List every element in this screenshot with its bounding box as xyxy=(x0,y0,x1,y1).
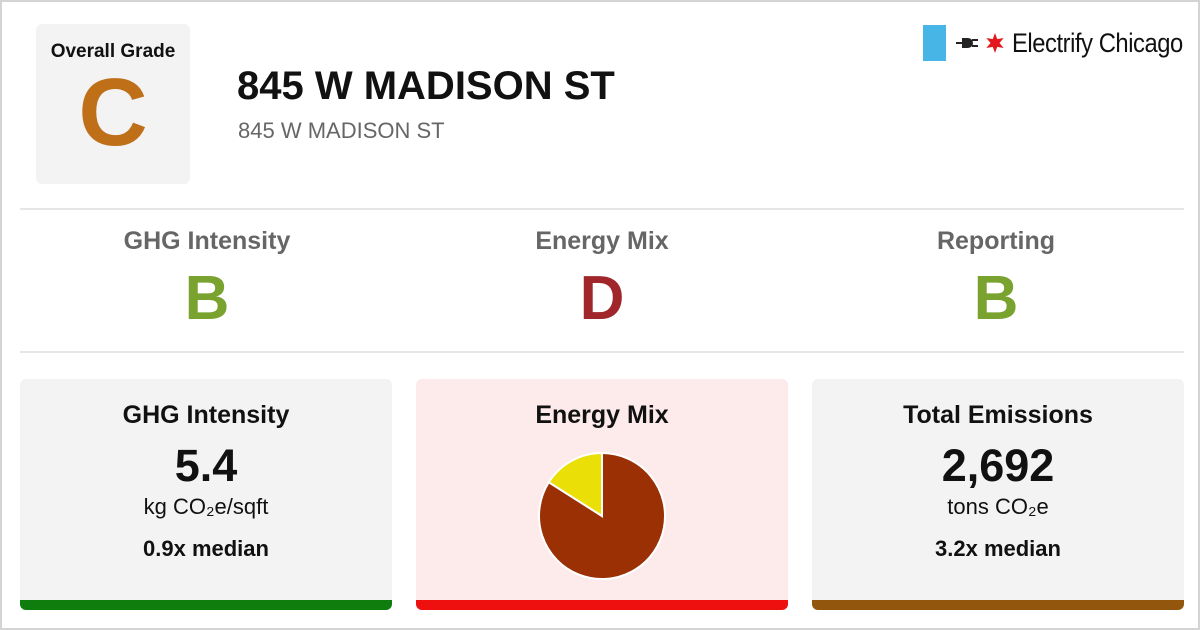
ghg-intensity-card: GHG Intensity 5.4 kg CO₂e/sqft 0.9x medi… xyxy=(20,379,392,610)
mix-card-title: Energy Mix xyxy=(535,401,669,429)
overall-grade-label: Overall Grade xyxy=(50,41,176,62)
overall-grade-letter: C xyxy=(78,59,148,166)
ghg-card-median: 0.9x median xyxy=(143,536,269,561)
divider-bottom xyxy=(20,351,1184,353)
grade-reporting: Reporting B xyxy=(799,227,1193,334)
grade-letter-energy-mix: D xyxy=(579,264,625,333)
ghg-card-value: 5.4 xyxy=(174,440,238,491)
energy-mix-card: Energy Mix xyxy=(416,379,788,610)
building-title: 845 W MADISON ST xyxy=(237,64,615,108)
total-card-median: 3.2x median xyxy=(935,536,1061,561)
total-card-unit: tons CO₂e xyxy=(947,494,1049,519)
ghg-card-unit: kg CO₂e/sqft xyxy=(143,494,269,519)
ghg-card-title: GHG Intensity xyxy=(122,401,290,429)
chicago-flag-icon xyxy=(923,25,946,61)
logo-text: Electrify Chicago xyxy=(1012,27,1183,58)
building-address: 845 W MADISON ST xyxy=(238,118,445,143)
grade-label-reporting: Reporting xyxy=(936,227,1056,255)
mix-card-bar xyxy=(416,600,788,610)
plug-icon xyxy=(956,38,978,48)
total-card-title: Total Emissions xyxy=(903,401,1093,429)
grade-ghg-intensity: GHG Intensity B xyxy=(10,227,404,334)
electrify-chicago-logo: Electrify Chicago xyxy=(923,24,1183,62)
ghg-card-bar xyxy=(20,600,392,610)
total-emissions-card: Total Emissions 2,692 tons CO₂e 3.2x med… xyxy=(812,379,1184,610)
divider-top xyxy=(20,208,1184,210)
grade-letter-ghg: B xyxy=(184,264,230,333)
grade-label-ghg: GHG Intensity xyxy=(123,227,291,255)
star-icon xyxy=(986,33,1004,53)
grade-energy-mix: Energy Mix D xyxy=(405,227,799,334)
grade-letter-reporting: B xyxy=(973,264,1019,333)
pie-slice-secondary xyxy=(547,451,603,518)
grade-label-energy-mix: Energy Mix xyxy=(535,227,669,255)
overall-grade-box: Overall Grade C xyxy=(36,24,190,184)
total-card-bar xyxy=(812,600,1184,610)
total-card-value: 2,692 xyxy=(941,440,1055,491)
energy-mix-pie xyxy=(537,451,667,581)
